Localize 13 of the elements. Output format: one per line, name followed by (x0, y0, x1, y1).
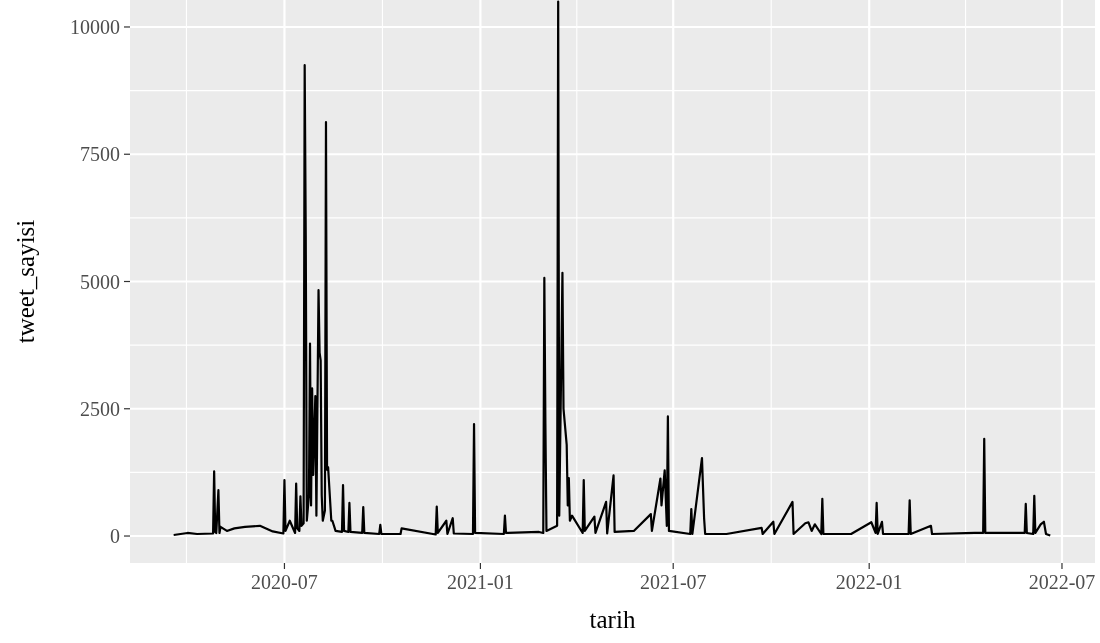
y-tick-label: 2500 (80, 397, 120, 420)
x-tick-label: 2021-07 (639, 571, 707, 593)
y-axis-title: tweet_sayisi (12, 219, 39, 344)
y-tick-label: 5000 (80, 270, 120, 293)
y-tick-label: 0 (110, 525, 120, 548)
line-series (172, 0, 1052, 537)
y-tick-label: 10000 (70, 15, 120, 38)
x-tick-label: 2021-01 (447, 571, 514, 593)
x-tick-label: 2022-01 (835, 571, 903, 593)
x-tick-label: 2022-07 (1028, 571, 1096, 593)
x-tick-label: 2020-07 (251, 571, 318, 593)
x-axis-title: tarih (589, 606, 636, 633)
y-tick-label: 7500 (80, 143, 120, 166)
